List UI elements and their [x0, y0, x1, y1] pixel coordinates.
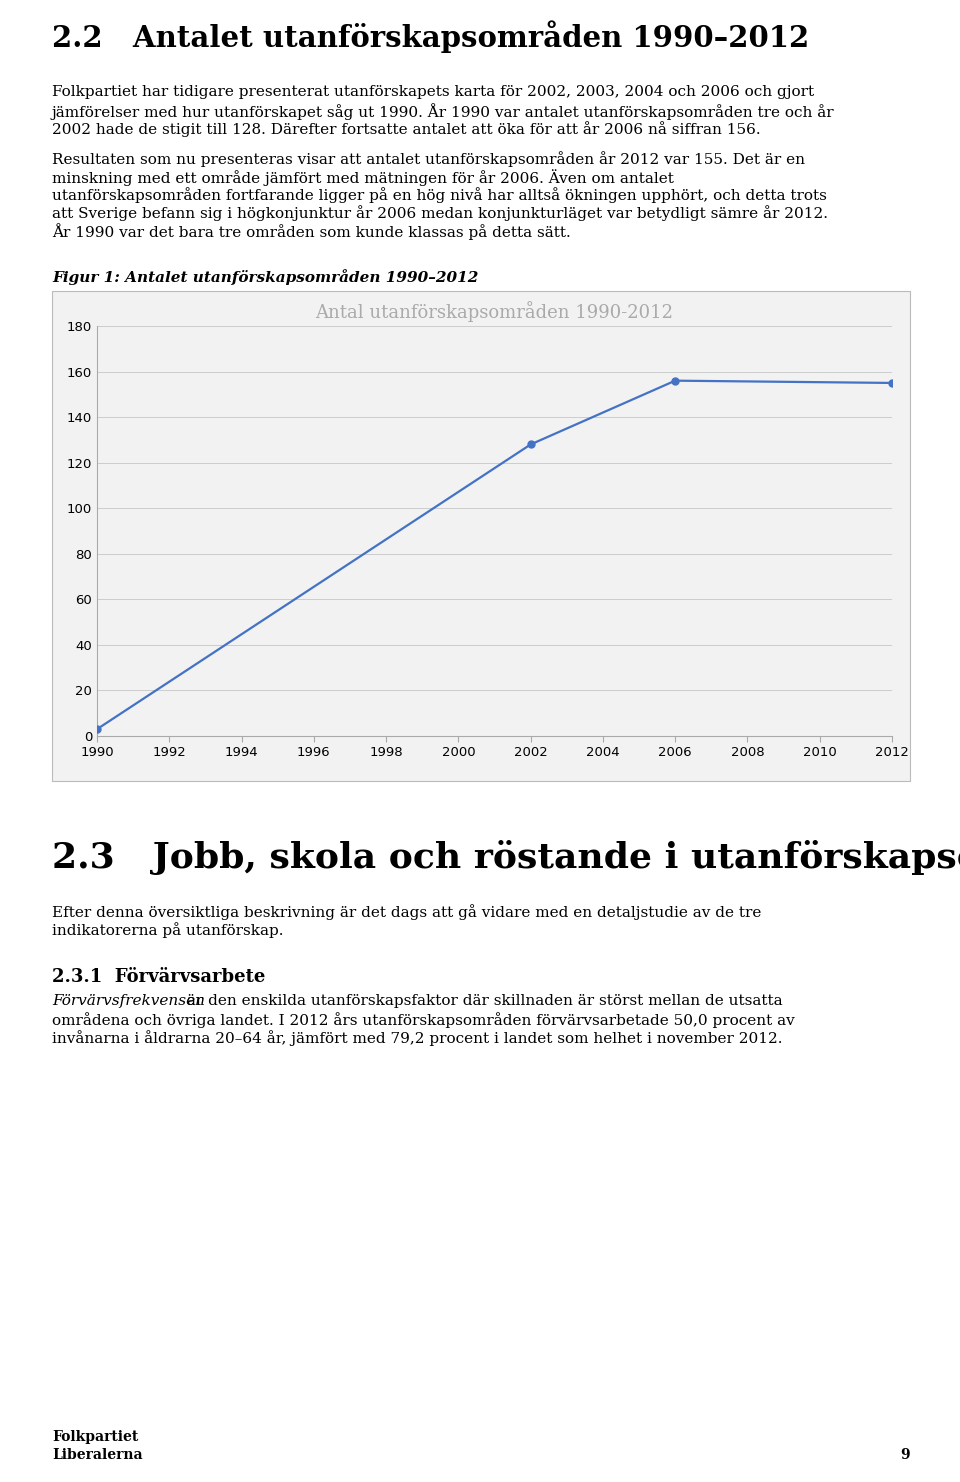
- Text: 2002 hade de stigit till 128. Därefter fortsatte antalet att öka för att år 2006: 2002 hade de stigit till 128. Därefter f…: [52, 122, 760, 136]
- Text: Förvärvsfrekvensen: Förvärvsfrekvensen: [52, 994, 205, 1008]
- Text: jämförelser med hur utanförskapet såg ut 1990. År 1990 var antalet utanförskapso: jämförelser med hur utanförskapet såg ut…: [52, 104, 834, 120]
- Text: Figur 1: Antalet utanförskapsområden 1990–2012: Figur 1: Antalet utanförskapsområden 199…: [52, 270, 478, 285]
- Text: Resultaten som nu presenteras visar att antalet utanförskapsområden år 2012 var : Resultaten som nu presenteras visar att …: [52, 151, 805, 167]
- Text: att Sverige befann sig i högkonjunktur år 2006 medan konjunkturläget var betydli: att Sverige befann sig i högkonjunktur å…: [52, 205, 828, 221]
- Text: områdena och övriga landet. I 2012 års utanförskapsområden förvärvsarbetade 50,0: områdena och övriga landet. I 2012 års u…: [52, 1012, 795, 1029]
- Bar: [52, 290, 910, 781]
- Text: 2.3   Jobb, skola och röstande i utanförskapsområdena 2012: 2.3 Jobb, skola och röstande i utanförsk…: [52, 836, 960, 874]
- Text: indikatorerna på utanförskap.: indikatorerna på utanförskap.: [52, 922, 283, 938]
- Text: 9: 9: [900, 1448, 910, 1463]
- Text: utanförskapsområden fortfarande ligger på en hög nivå har alltså ökningen upphör: utanförskapsområden fortfarande ligger p…: [52, 187, 827, 203]
- Text: Efter denna översiktliga beskrivning är det dags att gå vidare med en detaljstud: Efter denna översiktliga beskrivning är …: [52, 904, 761, 920]
- Text: 2.3.1  Förvärvsarbete: 2.3.1 Förvärvsarbete: [52, 968, 265, 986]
- Text: är den enskilda utanförskapsfaktor där skillnaden är störst mellan de utsatta: är den enskilda utanförskapsfaktor där s…: [182, 994, 782, 1008]
- Text: minskning med ett område jämfört med mätningen för år 2006. Även om antalet: minskning med ett område jämfört med mät…: [52, 169, 674, 185]
- Text: Folkpartiet har tidigare presenterat utanförskapets karta för 2002, 2003, 2004 o: Folkpartiet har tidigare presenterat uta…: [52, 84, 814, 99]
- Text: 2.2   Antalet utanförskapsområden 1990–2012: 2.2 Antalet utanförskapsområden 1990–201…: [52, 19, 809, 53]
- Text: Folkpartiet
Liberalerna: Folkpartiet Liberalerna: [52, 1430, 143, 1463]
- Title: Antal utanförskapsområden 1990-2012: Antal utanförskapsområden 1990-2012: [316, 301, 674, 322]
- Text: År 1990 var det bara tre områden som kunde klassas på detta sätt.: År 1990 var det bara tre områden som kun…: [52, 222, 571, 240]
- Text: invånarna i åldrarna 20–64 år, jämfört med 79,2 procent i landet som helhet i no: invånarna i åldrarna 20–64 år, jämfört m…: [52, 1030, 782, 1046]
